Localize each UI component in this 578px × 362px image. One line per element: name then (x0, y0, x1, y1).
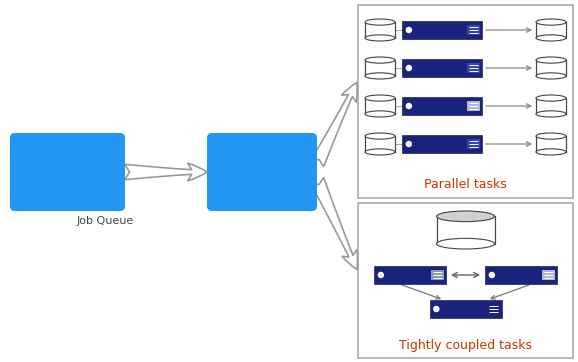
Ellipse shape (365, 95, 395, 101)
FancyBboxPatch shape (467, 25, 480, 35)
Ellipse shape (536, 73, 566, 79)
FancyBboxPatch shape (429, 300, 502, 318)
Bar (536, 98, 566, 114)
Text: Client: Client (43, 164, 92, 180)
Ellipse shape (536, 133, 566, 139)
Ellipse shape (536, 35, 566, 41)
Ellipse shape (536, 149, 566, 155)
Ellipse shape (536, 57, 566, 63)
Circle shape (433, 306, 440, 312)
Ellipse shape (436, 211, 495, 222)
Bar (365, 136, 395, 152)
Ellipse shape (365, 149, 395, 155)
Bar (365, 22, 395, 38)
Ellipse shape (365, 57, 395, 63)
FancyBboxPatch shape (358, 203, 573, 358)
Bar (365, 60, 395, 76)
Circle shape (406, 103, 412, 109)
FancyBboxPatch shape (467, 139, 480, 149)
FancyBboxPatch shape (467, 63, 480, 73)
Bar (536, 60, 566, 76)
FancyBboxPatch shape (542, 270, 555, 280)
FancyBboxPatch shape (358, 5, 573, 198)
Circle shape (406, 65, 412, 71)
Ellipse shape (365, 111, 395, 117)
Bar (365, 98, 395, 114)
Text: Scheduler /
Coordinator: Scheduler / Coordinator (220, 157, 303, 187)
Circle shape (406, 141, 412, 147)
Bar (436, 216, 495, 244)
FancyBboxPatch shape (431, 270, 444, 280)
FancyBboxPatch shape (402, 21, 482, 39)
Circle shape (377, 272, 384, 278)
FancyBboxPatch shape (207, 133, 317, 211)
Bar (536, 136, 566, 152)
FancyBboxPatch shape (402, 135, 482, 153)
FancyBboxPatch shape (467, 101, 480, 111)
Ellipse shape (536, 95, 566, 101)
Circle shape (488, 272, 495, 278)
Ellipse shape (365, 133, 395, 139)
Text: Job Queue: Job Queue (77, 216, 134, 226)
Ellipse shape (365, 35, 395, 41)
FancyBboxPatch shape (10, 133, 125, 211)
Circle shape (406, 27, 412, 33)
Ellipse shape (436, 238, 495, 249)
Ellipse shape (365, 19, 395, 25)
FancyBboxPatch shape (374, 266, 446, 284)
Ellipse shape (365, 73, 395, 79)
Text: Tightly coupled tasks: Tightly coupled tasks (399, 340, 532, 353)
FancyBboxPatch shape (402, 97, 482, 115)
Bar (536, 22, 566, 38)
Ellipse shape (536, 111, 566, 117)
Ellipse shape (536, 19, 566, 25)
Text: Parallel tasks: Parallel tasks (424, 178, 507, 191)
FancyBboxPatch shape (487, 304, 500, 314)
FancyBboxPatch shape (402, 59, 482, 77)
FancyBboxPatch shape (485, 266, 557, 284)
